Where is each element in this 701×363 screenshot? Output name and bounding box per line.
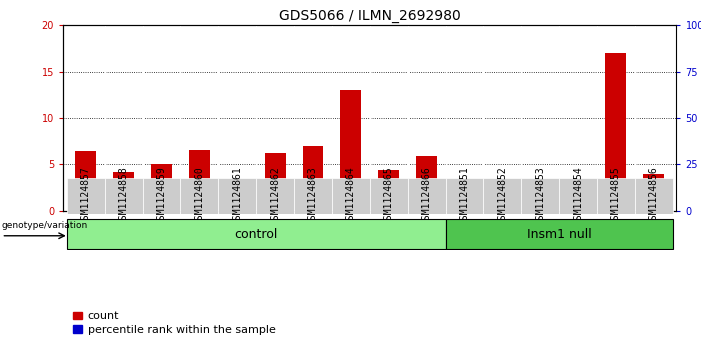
Bar (423, 206, 430, 211)
Bar (536, 209, 544, 211)
FancyBboxPatch shape (180, 178, 218, 214)
Bar (151, 164, 172, 211)
Bar (612, 201, 620, 211)
Bar (606, 53, 626, 211)
Legend: count, percentile rank within the sample: count, percentile rank within the sample (69, 307, 280, 339)
FancyBboxPatch shape (67, 219, 446, 249)
Bar (196, 205, 203, 211)
FancyBboxPatch shape (446, 178, 484, 214)
Text: GSM1124860: GSM1124860 (194, 167, 205, 225)
Bar (82, 206, 90, 211)
Text: genotype/variation: genotype/variation (1, 221, 88, 231)
Bar (271, 205, 279, 211)
Text: GSM1124862: GSM1124862 (270, 167, 280, 225)
Text: GSM1124852: GSM1124852 (497, 167, 508, 225)
Text: GSM1124851: GSM1124851 (459, 167, 470, 225)
Bar (303, 146, 323, 211)
Text: GSM1124863: GSM1124863 (308, 167, 318, 225)
FancyBboxPatch shape (294, 178, 332, 214)
FancyBboxPatch shape (142, 178, 180, 214)
FancyBboxPatch shape (370, 178, 408, 214)
FancyBboxPatch shape (104, 178, 142, 214)
Bar (341, 90, 361, 211)
FancyBboxPatch shape (218, 178, 256, 214)
FancyBboxPatch shape (559, 178, 597, 214)
Text: GSM1124857: GSM1124857 (81, 167, 91, 225)
Bar (158, 206, 165, 211)
Text: GSM1124853: GSM1124853 (535, 167, 545, 225)
Bar (120, 208, 128, 211)
FancyBboxPatch shape (408, 178, 446, 214)
Text: GSM1124864: GSM1124864 (346, 167, 356, 225)
Text: GSM1124865: GSM1124865 (383, 167, 394, 225)
Bar (385, 207, 393, 211)
Text: GSM1124859: GSM1124859 (156, 167, 167, 225)
FancyBboxPatch shape (522, 178, 559, 214)
Bar (189, 150, 210, 211)
Text: GSM1124856: GSM1124856 (648, 167, 659, 225)
Bar (379, 170, 399, 211)
FancyBboxPatch shape (484, 178, 522, 214)
Text: GSM1124854: GSM1124854 (573, 167, 583, 225)
Bar (265, 153, 285, 211)
FancyBboxPatch shape (332, 178, 370, 214)
Text: Insm1 null: Insm1 null (526, 228, 592, 241)
Bar (233, 209, 241, 211)
Text: control: control (235, 228, 278, 241)
Bar (530, 202, 550, 211)
Text: GSM1124861: GSM1124861 (232, 167, 243, 225)
Bar (76, 151, 96, 211)
Bar (416, 156, 437, 211)
Bar (644, 174, 664, 211)
FancyBboxPatch shape (635, 178, 673, 214)
FancyBboxPatch shape (67, 178, 104, 214)
FancyBboxPatch shape (256, 178, 294, 214)
Bar (227, 200, 247, 211)
Bar (347, 202, 355, 211)
Title: GDS5066 / ILMN_2692980: GDS5066 / ILMN_2692980 (279, 9, 461, 23)
Bar (309, 205, 317, 211)
Text: GSM1124858: GSM1124858 (118, 167, 129, 225)
FancyBboxPatch shape (597, 178, 635, 214)
Text: GSM1124855: GSM1124855 (611, 167, 621, 225)
FancyBboxPatch shape (446, 219, 673, 249)
Bar (650, 208, 658, 211)
Bar (114, 172, 134, 211)
Text: GSM1124866: GSM1124866 (421, 167, 432, 225)
